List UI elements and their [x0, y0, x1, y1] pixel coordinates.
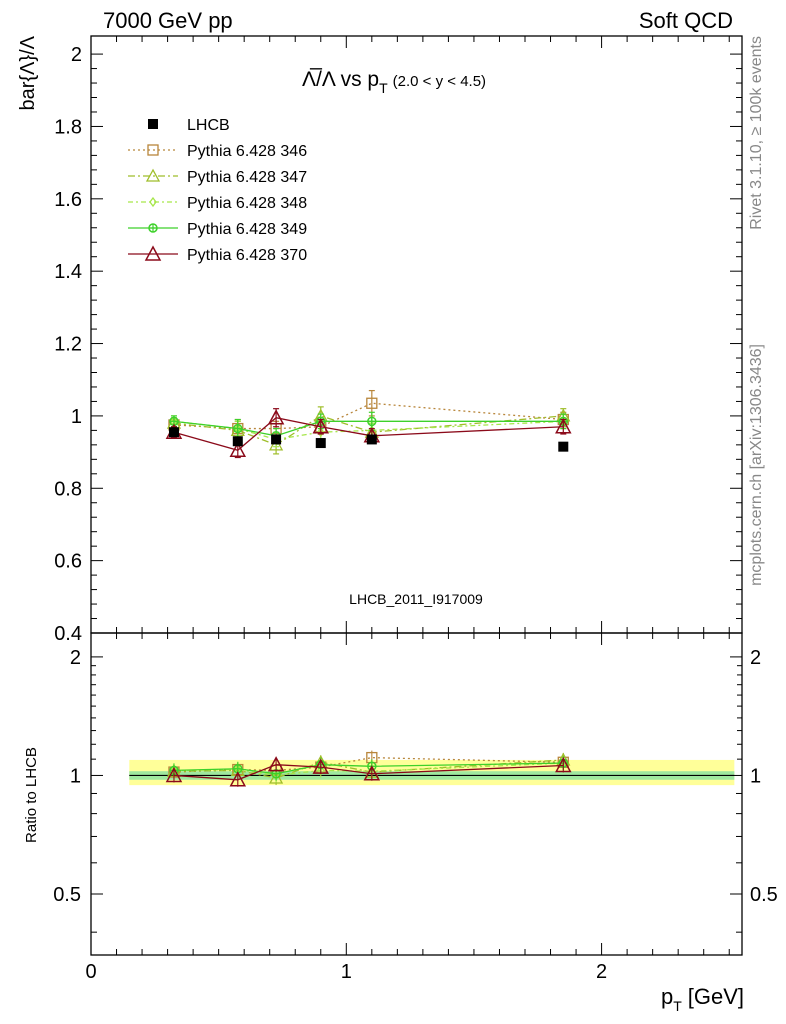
x-tick-label: 0 [85, 961, 96, 983]
y-tick-label: 2 [71, 44, 82, 66]
legend-label: LHCB [187, 117, 230, 134]
main-plot: 0.4 0.6 0.8 1 1.2 1.4 1.6 1.8 2 bar{Λ}/Λ Λ̅/Λ vs p… [17, 35, 743, 645]
data-point [558, 441, 569, 452]
ratio-data-point [555, 756, 572, 773]
ratio-series-pythia-6-428-370 [165, 756, 572, 787]
legend-label: Pythia 6.428 346 [187, 143, 307, 160]
legend-label: Pythia 6.428 348 [187, 195, 307, 212]
legend-marker [149, 196, 157, 208]
data-point [555, 418, 572, 434]
ratio-y-tick-label-right: 0.5 [750, 884, 778, 906]
ratio-series-line [173, 764, 564, 781]
ratio-series-line [173, 756, 564, 773]
legend-marker [145, 168, 161, 182]
legend-marker [144, 245, 162, 261]
data-point [232, 436, 243, 447]
y-tick-label: 1.4 [54, 261, 82, 283]
data-point [229, 441, 247, 458]
y-tick-label: 1.8 [54, 116, 82, 138]
legend-item: LHCB [148, 117, 230, 134]
ratio-data-point [363, 765, 381, 781]
data-point [271, 434, 282, 445]
y-tick-label: 1.6 [54, 189, 82, 211]
legend-item: Pythia 6.428 347 [128, 168, 307, 186]
ratio-data-point [268, 770, 284, 784]
header-right: Soft QCD [639, 8, 733, 33]
x-tick-label: 2 [596, 961, 607, 983]
watermark: LHCB_2011_I917009 [349, 591, 483, 607]
ratio-y-tick-label: 2 [70, 647, 81, 669]
data-point [267, 409, 285, 425]
chart-title: Λ̅/Λ vs pT (2.0 < y < 4.5) [302, 68, 486, 96]
data-point [315, 438, 326, 449]
y-tick-label: 0.8 [54, 478, 82, 500]
ratio-y-tick-label: 1 [70, 765, 81, 787]
data-point [168, 427, 179, 438]
ratio-series-line [173, 762, 564, 775]
mcplots-label: mcplots.cern.ch [arXiv:1306.3436] [748, 344, 765, 586]
series-lhcb [168, 427, 569, 452]
legend-label: Pythia 6.428 370 [187, 247, 307, 264]
ratio-y-tick-label-right: 1 [750, 765, 761, 787]
legend: LHCB Pythia 6.428 346 Pythia 6.428 347 Pyth… [128, 117, 307, 264]
ratio-data-point [165, 766, 183, 783]
series-line [173, 402, 564, 430]
ratio-data-point [229, 771, 247, 787]
data-point [366, 397, 378, 409]
legend-item: Pythia 6.428 370 [128, 245, 307, 264]
x-tick-label: 1 [341, 961, 352, 983]
data-point [367, 416, 377, 427]
legend-item: Pythia 6.428 346 [128, 143, 307, 160]
x-axis-label: pT [GeV] [661, 984, 744, 1014]
ratio-data-point [312, 758, 330, 774]
series-line [173, 420, 564, 437]
legend-marker [147, 144, 159, 156]
ratio-data-point [267, 756, 285, 772]
legend-marker [148, 119, 158, 129]
data-point [233, 423, 243, 434]
data-point [366, 434, 377, 445]
data-point [312, 418, 330, 434]
ratio-y-tick-label: 0.5 [53, 884, 81, 906]
ratio-series-line [173, 759, 564, 779]
y-tick-label: 0.6 [54, 551, 82, 573]
data-point [316, 427, 325, 438]
legend-item: Pythia 6.428 349 [128, 221, 307, 238]
legend-item: Pythia 6.428 348 [128, 195, 307, 212]
ratio-series-line [173, 762, 564, 777]
y-tick-label: 0.4 [54, 623, 82, 645]
ratio-plot: 0.5 0.5 1 1 2 2 0 1 2 Ratio to LHCB pT [GeV] [23, 632, 778, 1014]
legend-label: Pythia 6.428 349 [187, 221, 307, 238]
series-line [173, 415, 564, 446]
header-left: 7000 GeV pp [103, 8, 233, 33]
y-tick-label: 1 [71, 406, 82, 428]
series-line [173, 417, 564, 452]
y-axis-label: bar{Λ}/Λ [17, 35, 39, 110]
y-tick-label: 1.2 [54, 334, 82, 356]
legend-label: Pythia 6.428 347 [187, 169, 307, 186]
ratio-y-axis-label: Ratio to LHCB [23, 747, 40, 843]
ratio-data-point [316, 765, 325, 776]
legend-marker [148, 223, 158, 233]
rivet-label: Rivet 3.1.10, ≥ 100k events [748, 36, 765, 230]
ratio-frame [90, 632, 743, 956]
ratio-y-tick-label-right: 2 [750, 647, 761, 669]
